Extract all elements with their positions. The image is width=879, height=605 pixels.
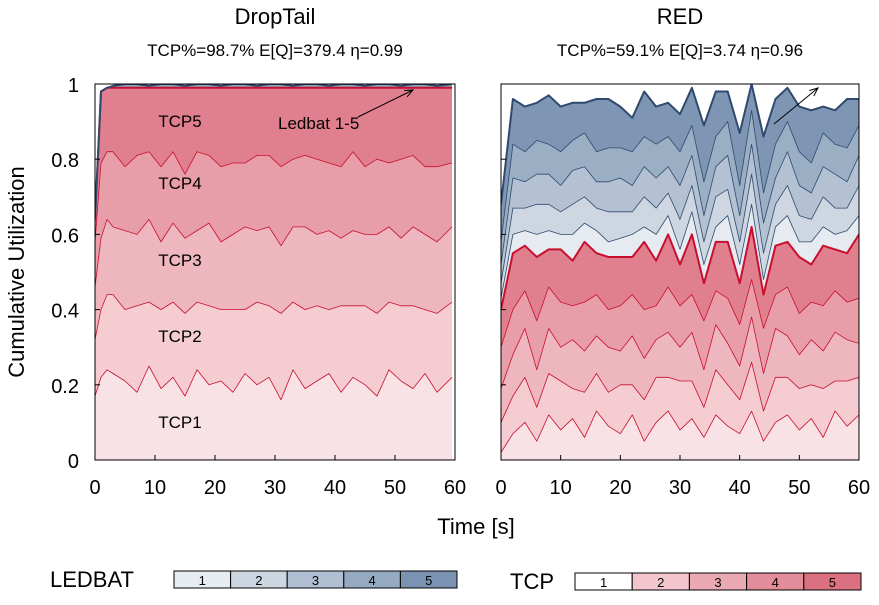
series-label-tcp1: TCP1 bbox=[158, 413, 201, 432]
area-tcp5 bbox=[501, 226, 859, 348]
area-tcp2 bbox=[95, 294, 452, 400]
annotation-arrow bbox=[357, 89, 414, 118]
y-tick-label: 0.2 bbox=[51, 376, 79, 398]
legend-ledbat-swatch-5 bbox=[399, 570, 458, 589]
y-tick-label: 0.6 bbox=[51, 225, 79, 247]
x-tick-label: 60 bbox=[444, 477, 466, 499]
x-tick-label: 20 bbox=[609, 477, 631, 499]
series-label-tcp4: TCP4 bbox=[158, 174, 201, 193]
annotation-arrowhead bbox=[809, 87, 819, 97]
legend-tcp: TCP 1 2 3 4 5 bbox=[510, 569, 862, 594]
series-label-tcp5: TCP5 bbox=[158, 112, 201, 131]
legend-ledbat-item-2: 2 bbox=[255, 573, 262, 588]
x-tick-label: 10 bbox=[144, 477, 166, 499]
legend-tcp-label: TCP bbox=[510, 569, 554, 594]
line-tcp3 bbox=[95, 219, 453, 288]
x-tick-label: 10 bbox=[550, 477, 572, 499]
x-axis-label: Time [s] bbox=[437, 514, 514, 539]
area-ledbat-5 bbox=[501, 84, 859, 242]
line-tcp1 bbox=[95, 365, 453, 401]
x-tick-label: 0 bbox=[495, 477, 506, 499]
x-tick-label: 40 bbox=[729, 477, 751, 499]
area-tcp2 bbox=[501, 362, 859, 453]
line-ledbat-2 bbox=[501, 173, 859, 284]
area-ledbat-2 bbox=[501, 174, 859, 299]
legend-tcp-item-1: 1 bbox=[600, 575, 607, 590]
legend-tcp-item-5: 5 bbox=[829, 575, 836, 590]
area-tcp4 bbox=[501, 279, 859, 389]
legend-tcp-item-4: 4 bbox=[772, 575, 779, 590]
chart-title: RED bbox=[657, 4, 703, 29]
y-tick-label: 0 bbox=[68, 451, 79, 473]
line-ledbat-5 bbox=[501, 84, 859, 205]
line-tcp5 bbox=[501, 225, 859, 310]
legend-tcp-item-2: 2 bbox=[657, 575, 664, 590]
legend-tcp-swatch-5 bbox=[803, 572, 862, 591]
x-tick-label: 40 bbox=[324, 477, 346, 499]
area-tcp3 bbox=[95, 219, 452, 340]
series-label-tcp2: TCP2 bbox=[158, 327, 201, 346]
legend-ledbat-item-4: 4 bbox=[368, 573, 375, 588]
x-tick-label: 50 bbox=[384, 477, 406, 499]
annotation-arrowhead bbox=[403, 89, 415, 98]
x-tick-label: 0 bbox=[89, 477, 100, 499]
area-tcp3 bbox=[501, 317, 859, 423]
line-tcp4 bbox=[501, 279, 859, 348]
line-tcp2 bbox=[95, 294, 453, 340]
x-tick-label: 30 bbox=[264, 477, 286, 499]
area-tcp5 bbox=[95, 87, 452, 242]
x-tick-label: 50 bbox=[788, 477, 810, 499]
line-tcp3 bbox=[501, 316, 859, 389]
legend-tcp-item-3: 3 bbox=[714, 575, 721, 590]
stacked-areas bbox=[501, 84, 859, 460]
annotation-text: Ledbat 1-5 bbox=[278, 114, 359, 133]
line-tcp1 bbox=[501, 410, 859, 453]
area-ledbat-3 bbox=[501, 144, 859, 284]
area-ledbat-1 bbox=[501, 204, 859, 310]
y-tick-label: 0.8 bbox=[51, 150, 79, 172]
y-tick-label: 1 bbox=[68, 75, 79, 97]
chart-title: DropTail bbox=[235, 4, 316, 29]
area-tcp4 bbox=[95, 151, 452, 287]
line-tcp5 bbox=[95, 86, 452, 220]
chart-subtitle: TCP%=59.1% E[Q]=3.74 η=0.96 bbox=[557, 41, 803, 60]
legend-ledbat-label: LEDBAT bbox=[50, 567, 134, 592]
line-ledbat-1 bbox=[501, 203, 859, 299]
y-tick-label: 0.4 bbox=[51, 301, 79, 323]
y-axis-label: Cumulative Utilization bbox=[4, 166, 29, 378]
line-tcp2 bbox=[501, 361, 859, 423]
annotation-arrow bbox=[773, 87, 819, 125]
area-tcp1 bbox=[501, 411, 859, 460]
area-tcp1 bbox=[95, 366, 452, 460]
area-ledbat-4 bbox=[501, 110, 859, 265]
series-label-tcp3: TCP3 bbox=[158, 251, 201, 270]
x-tick-label: 20 bbox=[204, 477, 226, 499]
line-ledbat-4 bbox=[501, 109, 859, 242]
legend-ledbat-item-1: 1 bbox=[199, 573, 206, 588]
line-tcp4 bbox=[95, 151, 453, 242]
x-tick-label: 60 bbox=[848, 477, 870, 499]
legend-ledbat: LEDBAT 1 2 3 4 5 bbox=[50, 567, 458, 592]
x-tick-label: 30 bbox=[669, 477, 691, 499]
legend-ledbat-item-5: 5 bbox=[425, 573, 432, 588]
line-ledbat-3 bbox=[501, 143, 859, 265]
stacked-areas bbox=[95, 84, 453, 460]
chart-subtitle: TCP%=98.7% E[Q]=379.4 η=0.99 bbox=[147, 41, 403, 60]
panel-2: RED TCP%=59.1% E[Q]=3.74 η=0.96 0 10 20 30 40 5… bbox=[495, 4, 870, 499]
legend-ledbat-item-3: 3 bbox=[312, 573, 319, 588]
